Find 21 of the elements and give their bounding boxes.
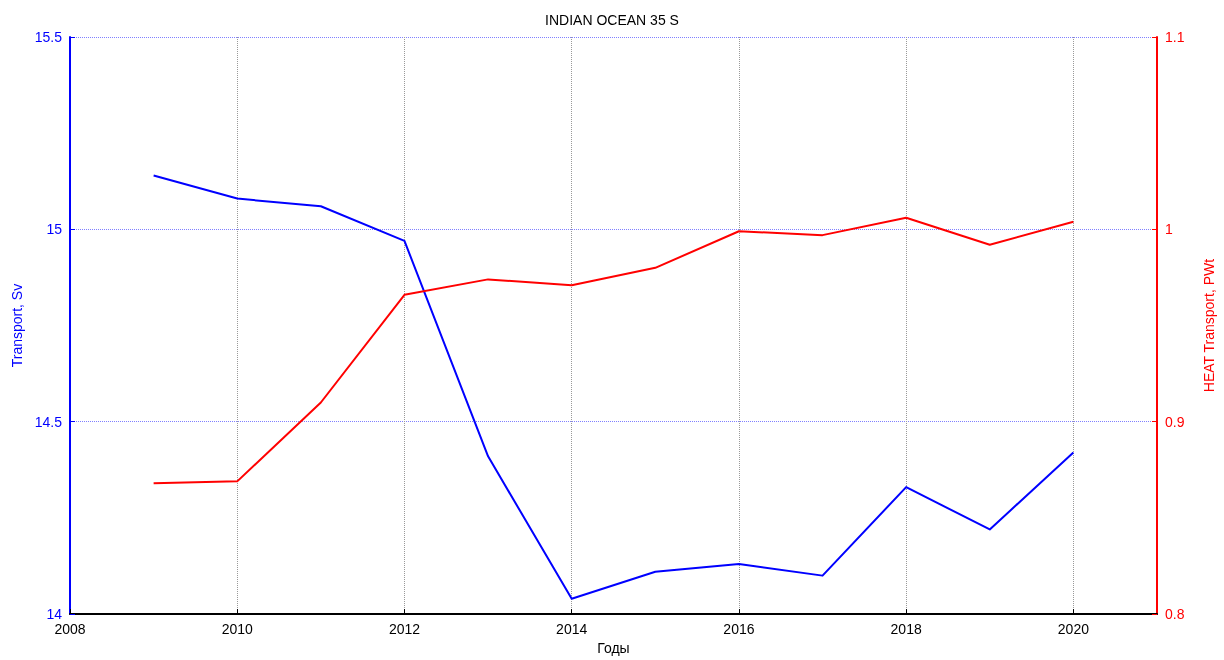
y-tick-label: 15	[46, 221, 63, 238]
chart-title: INDIAN OCEAN 35 S	[545, 12, 679, 28]
line-series	[152, 216, 1075, 485]
x-tick-label: 2018	[890, 621, 922, 638]
x-tick-label: 2008	[54, 621, 86, 638]
y-axis-title: Transport, Sv	[8, 283, 25, 368]
x-tick-label: 2010	[221, 621, 254, 638]
y-tick-label: 14	[46, 606, 63, 623]
y2-tick-label: 0.9	[1165, 413, 1185, 430]
y2-axis-title: HEAT Transport, PWt	[1201, 258, 1217, 393]
y2-tick-label: 0.8	[1165, 606, 1185, 623]
x-tick-label: 2014	[556, 621, 588, 638]
x-axis-title: Годы	[597, 640, 630, 656]
line-series	[152, 174, 1075, 600]
x-tick-label: 2012	[388, 621, 421, 638]
y-tick-label: 14.5	[34, 413, 63, 430]
y-tick-label: 15.5	[34, 29, 63, 45]
x-tick-label: 2020	[1057, 621, 1090, 638]
y2-tick-label: 1.1	[1165, 29, 1185, 45]
x-tick-label: 2016	[723, 621, 755, 638]
y2-tick-label: 1	[1165, 221, 1173, 238]
